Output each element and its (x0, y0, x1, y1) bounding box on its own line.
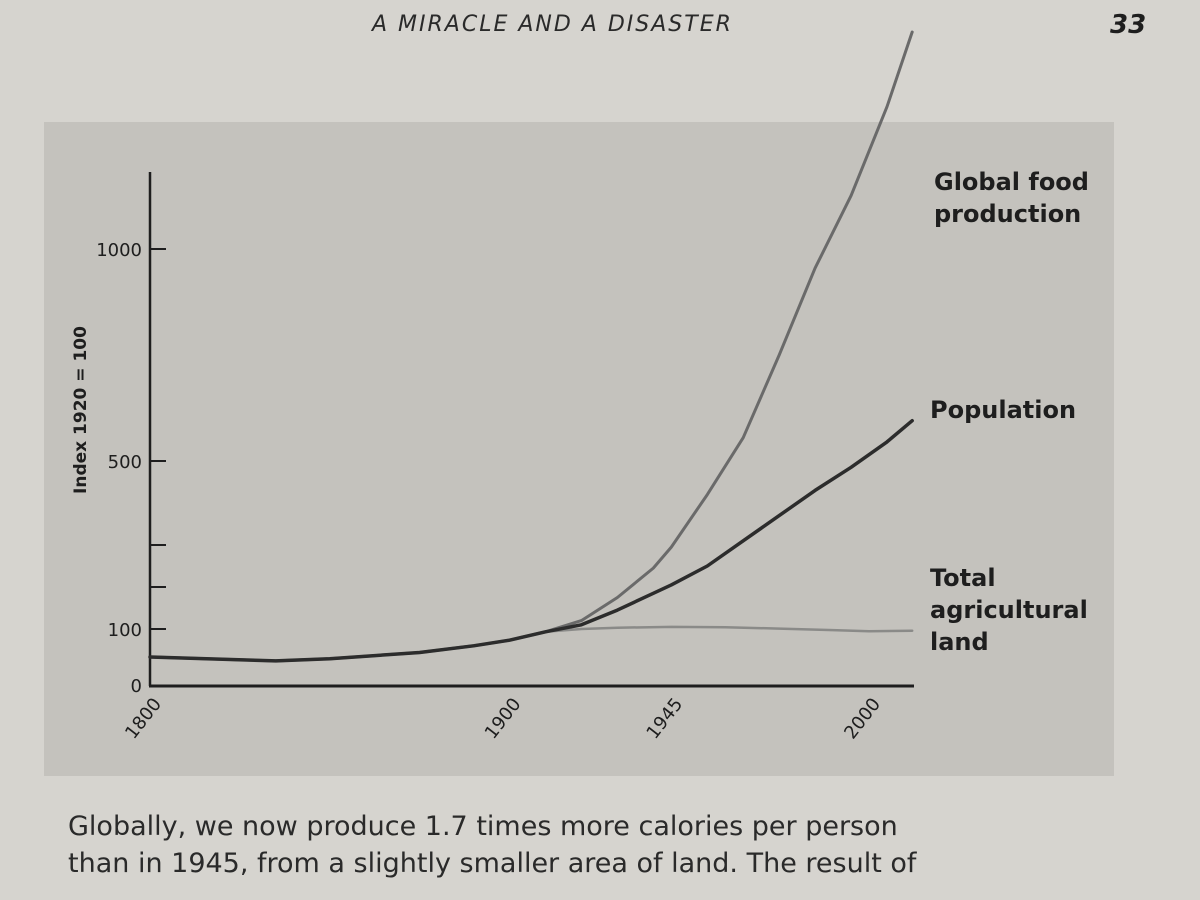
y-tick-label: 1000 (96, 240, 142, 261)
body-text-line: Globally, we now produce 1.7 times more … (68, 811, 898, 842)
series-line-population (148, 418, 914, 663)
running-title: A MIRACLE AND A DISASTER (372, 12, 733, 37)
y-axis-label: Index 1920 = 100 (71, 326, 91, 494)
body-text-line: than in 1945, from a slightly smaller ar… (68, 848, 917, 879)
y-tick-label: 0 (131, 676, 142, 697)
x-tick-label: 1900 (481, 694, 526, 743)
y-tick-label: 500 (108, 452, 142, 473)
page-number: 33 (1110, 10, 1147, 40)
figure-panel (44, 122, 1114, 776)
series-line-land (148, 625, 914, 663)
series-label: Population (930, 396, 1076, 424)
series-label-line: production (934, 200, 1081, 228)
page-header: A MIRACLE AND A DISASTER 33 (0, 0, 1200, 70)
x-tick-label: 2000 (840, 694, 885, 743)
series-label-line: agricultural (930, 596, 1088, 624)
series-label: Total agricultural land (930, 564, 1088, 656)
series-label-line: Global food (934, 168, 1089, 196)
x-tick-label: 1945 (642, 694, 687, 743)
y-tick-label: 100 (108, 620, 142, 641)
series-label-line: land (930, 628, 989, 656)
series-line-food (148, 30, 914, 663)
body-text: Globally, we now produce 1.7 times more … (68, 808, 1068, 882)
x-tick-label: 1800 (121, 694, 166, 743)
series-label-line: Population (930, 396, 1076, 424)
series-label: Global food production (934, 168, 1089, 228)
series-label-line: Total (930, 564, 996, 592)
